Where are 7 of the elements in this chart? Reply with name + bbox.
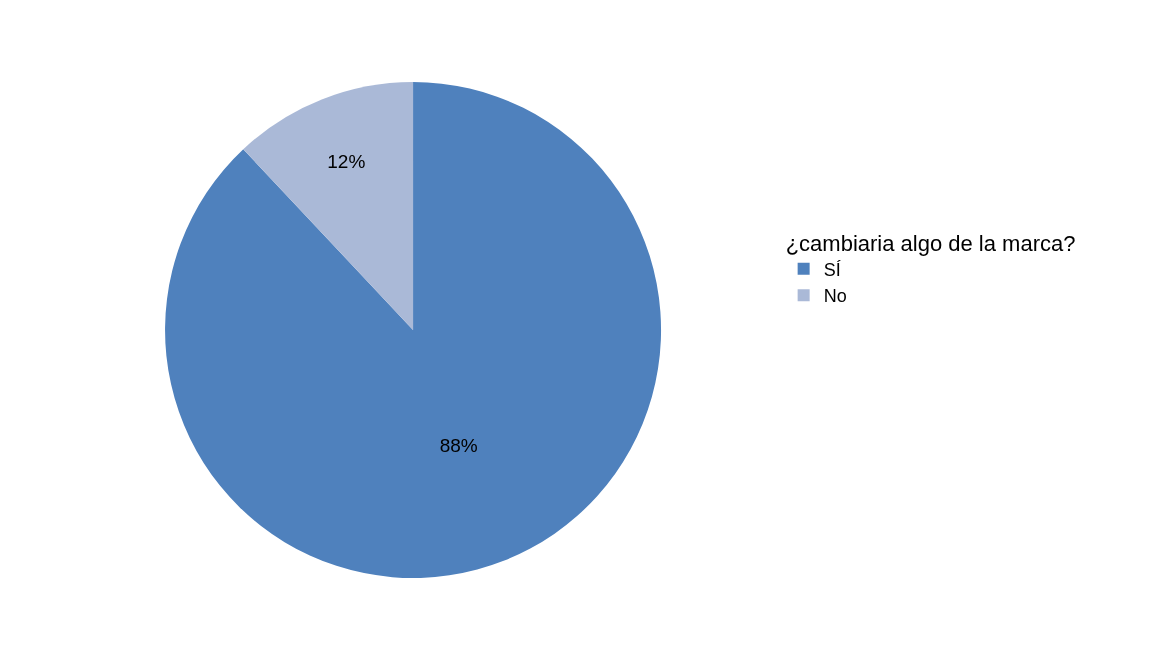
legend-label: No: [823, 286, 847, 307]
data-label: 88%: [439, 434, 478, 456]
pie-slice: [243, 82, 414, 330]
data-label: 12%: [327, 150, 366, 172]
legend-label: SÍ: [823, 259, 841, 280]
legend-title: ¿cambiaria algo de la marca?: [785, 230, 1076, 256]
pie-slice: [165, 82, 661, 578]
